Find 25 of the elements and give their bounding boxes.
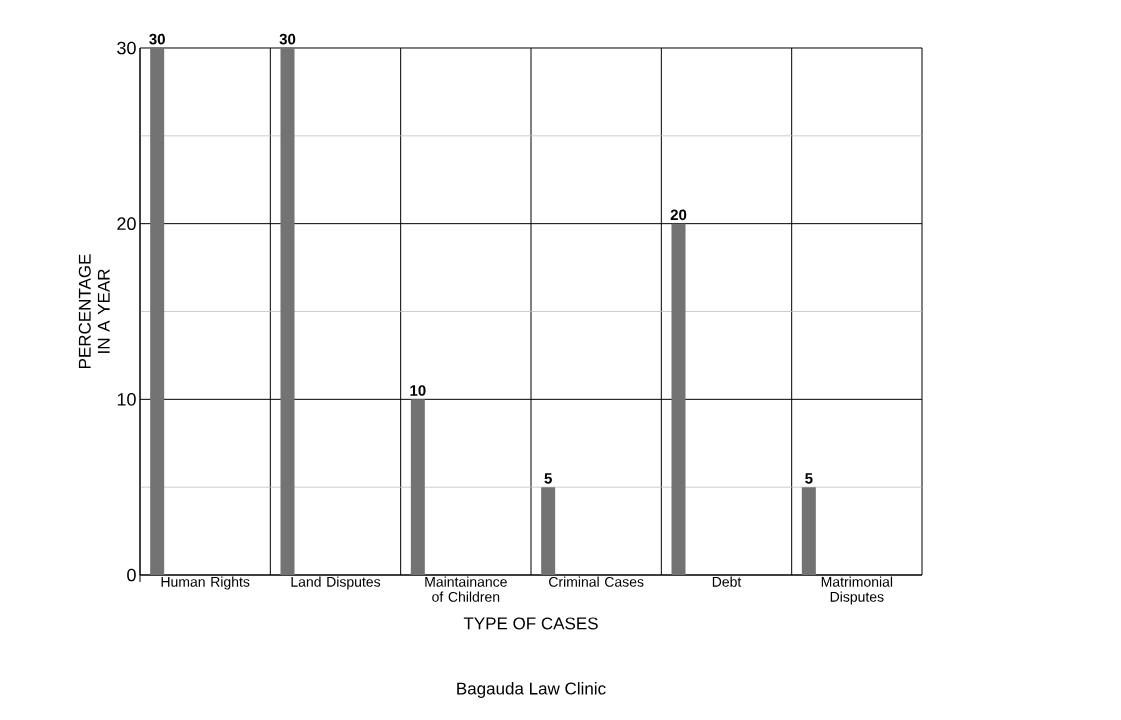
data-label: 30 bbox=[279, 33, 296, 45]
y-axis-title: PERCENTAGE IN A YEAR bbox=[78, 254, 110, 369]
bar bbox=[410, 399, 425, 575]
data-label: 20 bbox=[670, 209, 687, 221]
bar bbox=[801, 487, 816, 575]
y-tick-label: 10 bbox=[117, 392, 136, 406]
y-tick-label: 30 bbox=[117, 41, 136, 55]
bar bbox=[280, 48, 295, 575]
x-tick-label: Maintainance of Children bbox=[425, 576, 507, 602]
y-tick-label: 20 bbox=[117, 217, 136, 231]
x-tick-label: Debt bbox=[712, 576, 742, 587]
bar bbox=[150, 48, 165, 575]
bar bbox=[671, 223, 686, 575]
x-tick-label: Land Disputes bbox=[291, 576, 381, 590]
text: Bagauda Law Clinic bbox=[457, 682, 606, 698]
data-label: 30 bbox=[149, 33, 165, 45]
bar bbox=[541, 487, 556, 575]
x-axis-title: TYPE OF CASES bbox=[463, 617, 598, 630]
x-tick-label: Matrimonial Disputes bbox=[821, 576, 893, 605]
data-label: 10 bbox=[410, 385, 426, 396]
y-tick-label: 0 bbox=[127, 568, 136, 582]
data-label: 5 bbox=[805, 473, 813, 484]
data-label: 5 bbox=[544, 473, 552, 484]
x-tick-label: Criminal Cases bbox=[549, 576, 644, 587]
x-tick-label: Human Rights bbox=[161, 576, 250, 590]
